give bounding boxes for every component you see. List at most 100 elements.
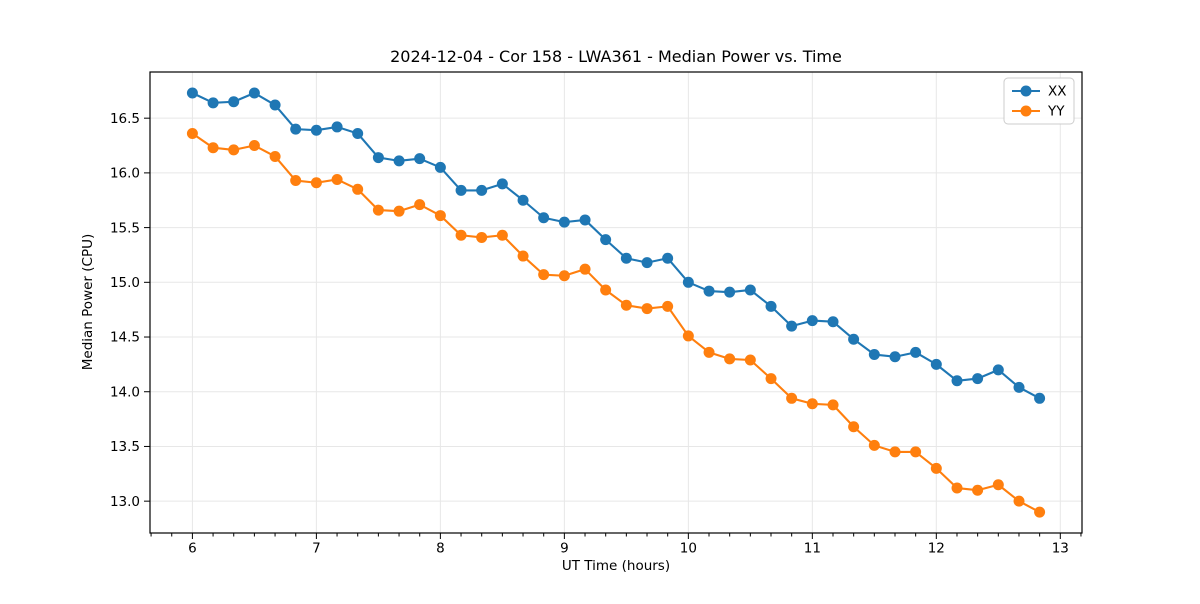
- data-point-XX: [517, 194, 529, 206]
- data-point-YY: [579, 263, 591, 275]
- data-point-YY: [538, 269, 550, 281]
- x-tick-label: 7: [312, 541, 321, 557]
- data-point-XX: [331, 121, 343, 133]
- data-point-XX: [786, 320, 798, 332]
- data-point-YY: [641, 303, 653, 315]
- legend: XX YY: [1003, 77, 1075, 125]
- data-point-XX: [186, 87, 198, 99]
- data-point-XX: [848, 333, 860, 345]
- y-axis-label-text: Median Power (CPU): [80, 233, 96, 371]
- data-point-YY: [496, 229, 508, 241]
- data-point-YY: [476, 231, 488, 243]
- data-point-XX: [620, 252, 632, 264]
- data-point-XX: [724, 286, 736, 298]
- x-tick-label: 9: [560, 541, 569, 557]
- x-tick-label: 12: [928, 541, 945, 557]
- data-point-YY: [889, 446, 901, 458]
- legend-sample-marker-XX: [1020, 85, 1032, 97]
- data-point-YY: [868, 439, 880, 451]
- data-point-YY: [372, 204, 384, 216]
- gridlines: [150, 72, 1082, 533]
- data-point-YY: [228, 144, 240, 156]
- data-point-XX: [207, 97, 219, 109]
- data-point-XX: [992, 364, 1004, 376]
- data-point-YY: [703, 346, 715, 358]
- data-point-XX: [496, 178, 508, 190]
- data-point-XX: [352, 127, 364, 139]
- data-point-XX: [972, 373, 984, 385]
- y-tick-label: 15.0: [110, 275, 140, 291]
- data-point-YY: [600, 284, 612, 296]
- data-point-XX: [310, 124, 322, 136]
- data-point-YY: [806, 398, 818, 410]
- data-point-YY: [930, 462, 942, 474]
- data-point-XX: [682, 276, 694, 288]
- data-point-XX: [930, 358, 942, 370]
- data-point-YY: [682, 330, 694, 342]
- data-point-XX: [248, 87, 260, 99]
- data-point-XX: [1013, 381, 1025, 393]
- data-point-XX: [269, 99, 281, 111]
- data-point-XX: [910, 346, 922, 358]
- data-point-XX: [414, 153, 426, 165]
- x-tick-label: 8: [436, 541, 445, 557]
- data-point-XX: [476, 184, 488, 196]
- data-point-XX: [868, 349, 880, 361]
- plot-border: [149, 71, 1083, 534]
- data-point-XX: [951, 375, 963, 387]
- data-point-XX: [806, 315, 818, 327]
- data-point-YY: [455, 229, 467, 241]
- data-point-YY: [310, 177, 322, 189]
- series-XX: [186, 87, 1046, 404]
- data-point-YY: [972, 484, 984, 496]
- y-tick-label: 13.0: [110, 494, 140, 510]
- data-point-YY: [744, 354, 756, 366]
- data-point-XX: [228, 96, 240, 108]
- legend-label-XX: XX: [1048, 84, 1067, 100]
- data-point-YY: [352, 183, 364, 195]
- data-point-XX: [393, 155, 405, 167]
- data-point-YY: [620, 299, 632, 311]
- data-point-YY: [414, 199, 426, 211]
- data-point-XX: [641, 257, 653, 269]
- data-point-YY: [290, 175, 302, 187]
- data-point-YY: [910, 446, 922, 458]
- y-tick-label: 14.5: [110, 330, 140, 346]
- data-point-YY: [1013, 495, 1025, 507]
- data-point-XX: [765, 300, 777, 312]
- y-tick-label: 16.5: [110, 111, 140, 127]
- ticks: 6 7 8 9 10 11 12 13 13.0 13.5 14.0 14.5 15.0 15.5 16.0…: [110, 111, 1082, 557]
- data-point-XX: [889, 351, 901, 363]
- data-point-XX: [290, 123, 302, 135]
- data-point-XX: [827, 316, 839, 328]
- data-point-YY: [786, 392, 798, 404]
- data-point-YY: [517, 250, 529, 262]
- data-point-YY: [1034, 506, 1046, 518]
- data-point-YY: [331, 173, 343, 185]
- data-point-YY: [248, 140, 260, 152]
- data-point-XX: [434, 161, 446, 173]
- data-point-XX: [538, 212, 550, 224]
- data-point-YY: [827, 399, 839, 411]
- data-point-YY: [393, 205, 405, 217]
- data-point-YY: [765, 373, 777, 385]
- y-tick-label: 16.0: [110, 166, 140, 182]
- data-point-XX: [372, 152, 384, 164]
- data-point-XX: [703, 285, 715, 297]
- data-point-YY: [558, 270, 570, 282]
- x-tick-label: 6: [188, 541, 197, 557]
- x-tick-label: 10: [680, 541, 697, 557]
- data-point-XX: [1034, 392, 1046, 404]
- x-tick-label: 11: [804, 541, 821, 557]
- data-point-YY: [662, 300, 674, 312]
- chart-title: 2024-12-04 - Cor 158 - LWA361 - Median P…: [390, 47, 842, 66]
- data-point-YY: [992, 479, 1004, 491]
- data-point-XX: [579, 214, 591, 226]
- data-point-XX: [558, 216, 570, 228]
- data-point-YY: [434, 210, 446, 222]
- legend-label-YY: YY: [1047, 104, 1065, 120]
- data-point-YY: [848, 421, 860, 433]
- data-point-XX: [662, 252, 674, 264]
- data-point-XX: [455, 184, 467, 196]
